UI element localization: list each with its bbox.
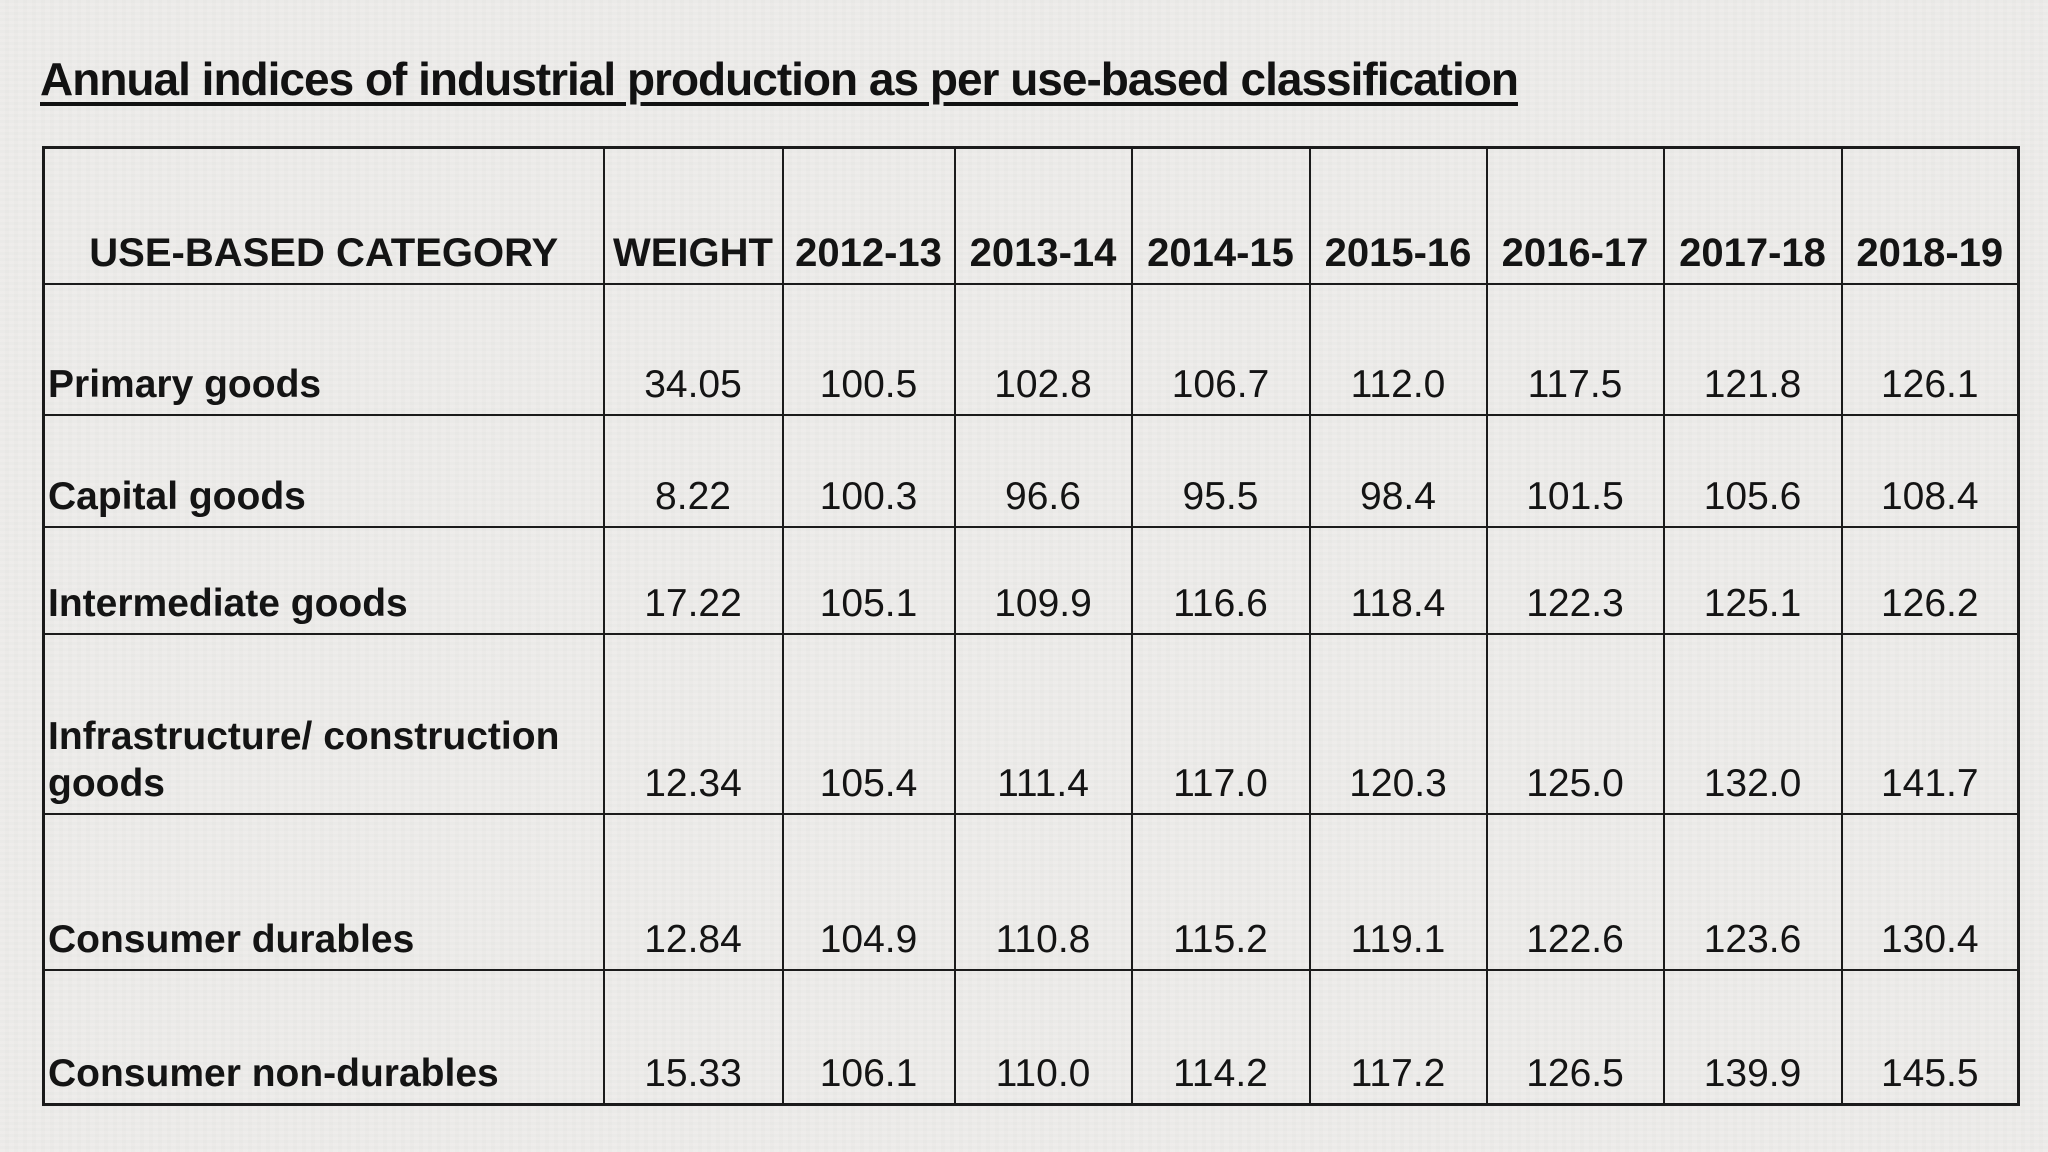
column-header-2016-17: 2016-17 [1485, 146, 1665, 285]
table-row-primary-goods: Primary goods 34.05 100.5 102.8 106.7 11… [42, 282, 2020, 416]
table-cell: 126.2 [1840, 525, 2020, 635]
table-cell: 122.6 [1485, 812, 1665, 971]
table-cell: 125.0 [1485, 632, 1665, 815]
table-cell: 126.1 [1840, 282, 2020, 416]
table-cell: 106.1 [781, 968, 956, 1106]
column-header-weight: WEIGHT [602, 146, 784, 285]
table-cell: 117.2 [1308, 968, 1488, 1106]
table-cell: 101.5 [1485, 413, 1665, 528]
table-cell: 102.8 [953, 282, 1133, 416]
table-cell: 104.9 [781, 812, 956, 971]
table-cell: 12.34 [602, 632, 784, 815]
table-cell: 8.22 [602, 413, 784, 528]
row-category-label: Intermediate goods [42, 525, 605, 635]
table-cell: 105.1 [781, 525, 956, 635]
table-cell: 34.05 [602, 282, 784, 416]
column-header-2013-14: 2013-14 [953, 146, 1133, 285]
table-cell: 106.7 [1130, 282, 1311, 416]
production-indices-table: USE-BASED CATEGORY WEIGHT 2012-13 2013-1… [42, 146, 2020, 1106]
table-cell: 126.5 [1485, 968, 1665, 1106]
table-row-capital-goods: Capital goods 8.22 100.3 96.6 95.5 98.4 … [42, 413, 2020, 528]
table-cell: 108.4 [1840, 413, 2020, 528]
table-cell: 112.0 [1308, 282, 1488, 416]
table-cell: 100.3 [781, 413, 956, 528]
table-row-intermediate-goods: Intermediate goods 17.22 105.1 109.9 116… [42, 525, 2020, 635]
table-cell: 115.2 [1130, 812, 1311, 971]
table-cell: 95.5 [1130, 413, 1311, 528]
table-cell: 12.84 [602, 812, 784, 971]
table-cell: 139.9 [1662, 968, 1843, 1106]
table-cell: 122.3 [1485, 525, 1665, 635]
row-category-label: Infrastructure/ construction goods [42, 632, 605, 815]
table-row-infrastructure-construction-goods: Infrastructure/ construction goods 12.34… [42, 632, 2020, 815]
table-cell: 118.4 [1308, 525, 1488, 635]
column-header-category: USE-BASED CATEGORY [42, 146, 605, 285]
row-category-label: Capital goods [42, 413, 605, 528]
table-cell: 123.6 [1662, 812, 1843, 971]
table-cell: 15.33 [602, 968, 784, 1106]
table-row-consumer-durables: Consumer durables 12.84 104.9 110.8 115.… [42, 812, 2020, 971]
table-cell: 17.22 [602, 525, 784, 635]
table-cell: 130.4 [1840, 812, 2020, 971]
column-header-2018-19: 2018-19 [1840, 146, 2020, 285]
table-cell: 125.1 [1662, 525, 1843, 635]
table-cell: 116.6 [1130, 525, 1311, 635]
column-header-2017-18: 2017-18 [1662, 146, 1843, 285]
table-cell: 105.6 [1662, 413, 1843, 528]
column-header-2014-15: 2014-15 [1130, 146, 1311, 285]
table-cell: 119.1 [1308, 812, 1488, 971]
table-cell: 117.5 [1485, 282, 1665, 416]
table-cell: 105.4 [781, 632, 956, 815]
table-cell: 110.8 [953, 812, 1133, 971]
table-cell: 110.0 [953, 968, 1133, 1106]
table-cell: 121.8 [1662, 282, 1843, 416]
table-cell: 109.9 [953, 525, 1133, 635]
row-category-label: Primary goods [42, 282, 605, 416]
row-category-label: Consumer durables [42, 812, 605, 971]
table-cell: 132.0 [1662, 632, 1843, 815]
table-cell: 145.5 [1840, 968, 2020, 1106]
page-title: Annual indices of industrial production … [40, 53, 1519, 105]
column-header-2012-13: 2012-13 [781, 146, 956, 285]
table-cell: 120.3 [1308, 632, 1488, 815]
header-row: USE-BASED CATEGORY WEIGHT 2012-13 2013-1… [42, 146, 2020, 285]
row-category-label: Consumer non-durables [42, 968, 605, 1106]
table-cell: 117.0 [1130, 632, 1311, 815]
table-cell: 100.5 [781, 282, 956, 416]
table-cell: 98.4 [1308, 413, 1488, 528]
table-cell: 96.6 [953, 413, 1133, 528]
column-header-2015-16: 2015-16 [1308, 146, 1488, 285]
table-cell: 111.4 [953, 632, 1133, 815]
table-cell: 114.2 [1130, 968, 1311, 1106]
table-row-consumer-non-durables: Consumer non-durables 15.33 106.1 110.0 … [42, 968, 2020, 1106]
table-cell: 141.7 [1840, 632, 2020, 815]
